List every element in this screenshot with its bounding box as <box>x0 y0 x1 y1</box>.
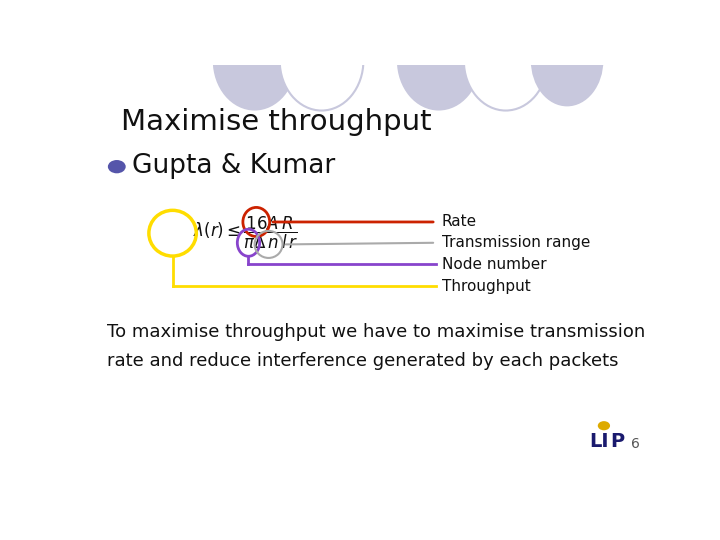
Ellipse shape <box>531 15 603 106</box>
Text: P: P <box>611 433 625 451</box>
Text: Gupta & Kumar: Gupta & Kumar <box>132 153 335 179</box>
Text: Node number: Node number <box>441 257 546 272</box>
Text: Throughput: Throughput <box>441 279 531 294</box>
Text: 6: 6 <box>631 437 640 451</box>
Circle shape <box>108 160 126 173</box>
Ellipse shape <box>213 11 297 111</box>
Circle shape <box>598 421 610 430</box>
Text: $\lambda(r) \leq \dfrac{16A\,R}{\pi\Delta\,n\,l\,r}$: $\lambda(r) \leq \dfrac{16A\,R}{\pi\Delt… <box>193 215 298 251</box>
Ellipse shape <box>279 11 364 111</box>
Text: LI: LI <box>590 433 609 451</box>
Text: Maximise throughput: Maximise throughput <box>121 109 431 137</box>
Text: To maximise throughput we have to maximise transmission: To maximise throughput we have to maximi… <box>107 322 645 341</box>
Ellipse shape <box>397 11 481 111</box>
Ellipse shape <box>464 11 547 111</box>
Text: rate and reduce interference generated by each packets: rate and reduce interference generated b… <box>107 352 618 370</box>
Text: Rate: Rate <box>441 214 477 230</box>
Text: Transmission range: Transmission range <box>441 235 590 250</box>
